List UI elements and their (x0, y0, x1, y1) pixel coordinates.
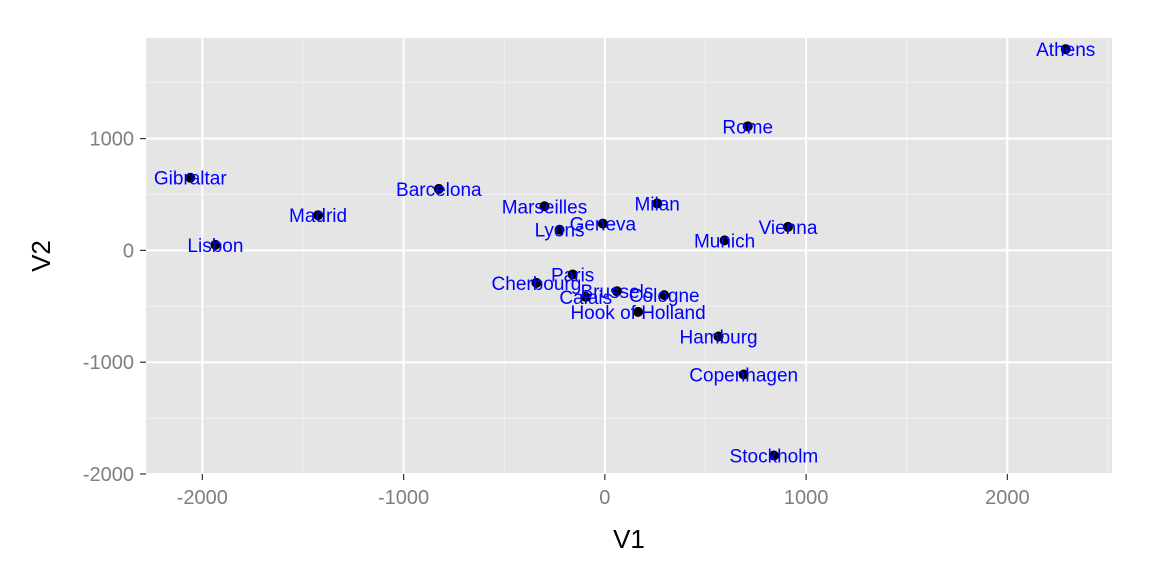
point-label: Rome (722, 117, 773, 138)
x-tick-label: 2000 (985, 487, 1030, 509)
data-point (185, 172, 196, 183)
data-point (659, 290, 670, 301)
point-label: Copenhagen (689, 366, 798, 387)
point-label: Marseilles (502, 197, 588, 218)
data-point (633, 306, 644, 317)
point-label: Milan (634, 194, 679, 215)
x-axis: -2000 -1000 0 1000 2000 (177, 474, 1030, 509)
y-tick-label: 1000 (90, 129, 135, 151)
point-label: Lyons (535, 221, 585, 242)
data-point (768, 450, 779, 461)
major-gridlines (146, 38, 1112, 475)
y-tick-label: 0 (123, 240, 134, 262)
data-point (531, 277, 542, 288)
point-label: Hook of Holland (570, 303, 705, 324)
y-axis-title: V2 (26, 240, 56, 272)
minor-gridlines (146, 38, 1112, 474)
data-point (313, 210, 324, 221)
plot-panel (146, 38, 1112, 474)
point-label: Paris (551, 265, 594, 286)
data-point (782, 221, 793, 232)
point-label: Gibraltar (154, 169, 228, 190)
data-points (185, 44, 1071, 461)
x-tick-label: 1000 (784, 487, 829, 509)
data-point (597, 218, 608, 229)
data-point (738, 369, 749, 380)
data-point (433, 183, 444, 194)
data-point (713, 331, 724, 342)
point-label: Athens (1036, 40, 1095, 61)
data-point (210, 239, 221, 250)
x-axis-title: V1 (613, 524, 645, 554)
data-point (719, 235, 730, 246)
data-point (742, 121, 753, 132)
point-label: Hamburg (679, 327, 757, 348)
data-point (611, 286, 622, 297)
data-point (554, 224, 565, 235)
point-label: Vienna (759, 218, 818, 239)
data-point (1060, 44, 1071, 55)
point-label: Barcelona (396, 180, 482, 201)
y-axis: -2000 -1000 0 1000 (83, 129, 146, 486)
point-label: Stockholm (730, 447, 819, 468)
data-point (652, 198, 663, 209)
point-label: Munich (694, 231, 755, 252)
data-point (580, 291, 591, 302)
point-label: Cologne (629, 286, 700, 307)
y-tick-label: -2000 (83, 464, 134, 486)
y-tick-label: -1000 (83, 352, 134, 374)
point-label: Lisbon (187, 236, 243, 257)
point-label: Brussels (580, 282, 653, 303)
point-label: Calais (559, 288, 612, 309)
point-label: Cherbourg (492, 274, 582, 295)
x-tick-label: 0 (599, 487, 610, 509)
point-label: Madrid (289, 206, 347, 227)
point-label: Geneva (570, 215, 637, 236)
data-point (539, 201, 550, 212)
x-tick-label: -1000 (378, 487, 429, 509)
x-tick-label: -2000 (177, 487, 228, 509)
data-point (567, 269, 578, 280)
